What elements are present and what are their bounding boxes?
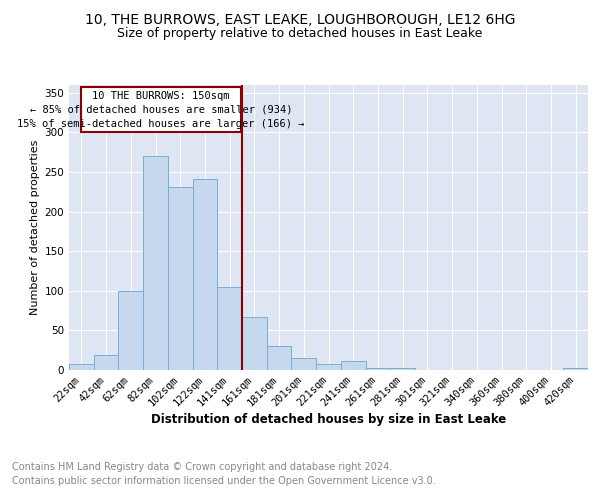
Text: 10, THE BURROWS, EAST LEAKE, LOUGHBOROUGH, LE12 6HG: 10, THE BURROWS, EAST LEAKE, LOUGHBOROUG… [85,12,515,26]
Bar [390,368,415,370]
Text: 10 THE BURROWS: 150sqm
← 85% of detached houses are smaller (934)
15% of semi-de: 10 THE BURROWS: 150sqm ← 85% of detached… [17,90,305,128]
Text: Distribution of detached houses by size in East Leake: Distribution of detached houses by size … [151,412,506,426]
Bar [69,364,94,370]
Y-axis label: Number of detached properties: Number of detached properties [30,140,40,315]
Bar [242,317,267,370]
Bar [143,156,168,370]
Bar [217,287,242,370]
Bar [292,358,316,370]
Bar [267,346,292,370]
Bar [316,364,341,370]
Bar [365,368,390,370]
Bar [341,362,365,370]
Bar [193,179,217,370]
Text: Size of property relative to detached houses in East Leake: Size of property relative to detached ho… [118,28,482,40]
Text: Contains HM Land Registry data © Crown copyright and database right 2024.: Contains HM Land Registry data © Crown c… [12,462,392,472]
Bar [563,368,588,370]
Bar [168,187,193,370]
Bar [94,355,118,370]
Bar [118,291,143,370]
FancyBboxPatch shape [82,86,241,132]
Text: Contains public sector information licensed under the Open Government Licence v3: Contains public sector information licen… [12,476,436,486]
